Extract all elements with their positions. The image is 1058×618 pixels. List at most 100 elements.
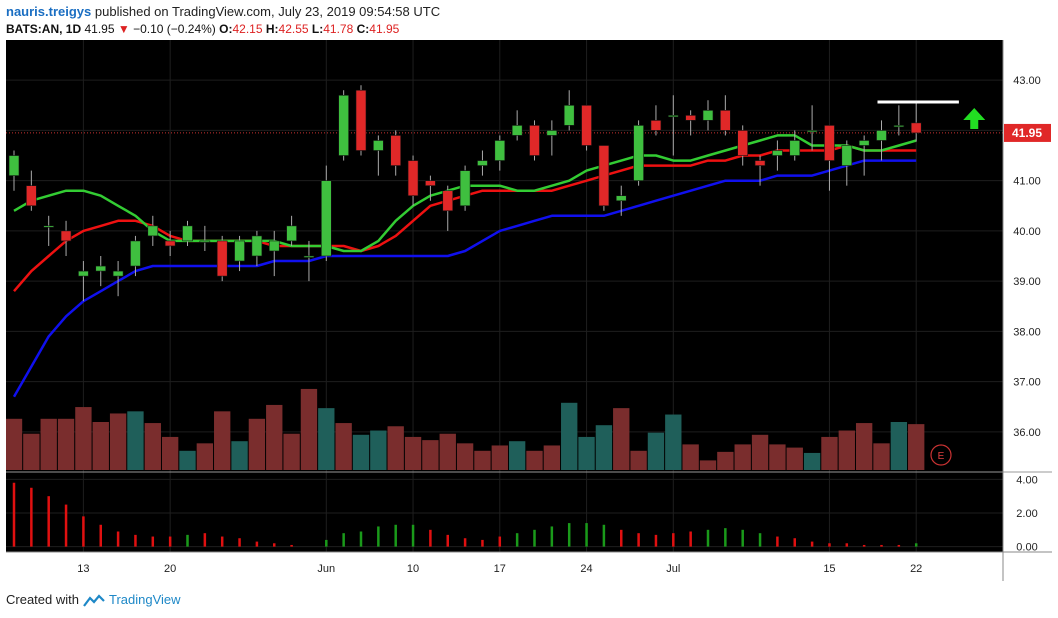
low-value: 41.78 (323, 22, 354, 36)
candle-body (425, 180, 436, 186)
volume-bar (75, 407, 92, 470)
volume-bar (474, 450, 491, 470)
ma-slow-line (12, 159, 917, 398)
volume-bar (248, 418, 266, 470)
candle-body (858, 140, 870, 146)
volume-bar (682, 444, 699, 470)
candle-body (772, 150, 783, 156)
oscillator-tick-label: 2.00 (1016, 508, 1037, 520)
time-tick-label: 13 (77, 563, 89, 575)
candle-body (893, 125, 905, 128)
volume-bar (231, 441, 248, 470)
candle-body (910, 122, 922, 134)
time-tick-label: 24 (580, 563, 592, 575)
volume-bar (352, 434, 370, 470)
volume-bar (23, 433, 40, 470)
candle-body (338, 94, 349, 156)
last-price-badge-label: 41.95 (1012, 126, 1042, 140)
volume-bar (734, 444, 751, 470)
tradingview-link[interactable]: TradingView (108, 592, 181, 607)
time-tick-label: Jul (666, 563, 680, 575)
volume-bar (109, 413, 127, 470)
candle-body (78, 270, 89, 277)
volume-bar (456, 443, 474, 470)
volume-bar (370, 430, 387, 470)
candle-body (26, 185, 37, 207)
candle-body (494, 140, 506, 161)
volume-bar (717, 451, 734, 470)
candle-body (407, 160, 419, 197)
volume-bar (699, 460, 717, 470)
time-tick-label: Jun (317, 563, 335, 575)
time-tick-label: 20 (164, 563, 176, 575)
volume-bar (838, 430, 855, 470)
candle-body (268, 240, 280, 252)
candle-body (303, 255, 315, 258)
candle-body (147, 225, 159, 237)
candle-body (737, 130, 749, 156)
volume-bar (595, 425, 613, 470)
volume-bar (266, 404, 283, 470)
candle-body (199, 240, 211, 243)
price-tick-label: 41.00 (1013, 176, 1041, 188)
volume-bar (578, 436, 595, 470)
volume-bar (769, 444, 786, 470)
candle-body (60, 230, 72, 242)
volume-bar (127, 411, 144, 470)
candle-body (390, 135, 402, 166)
candle-body (251, 235, 263, 257)
volume-bar (561, 402, 578, 470)
candle-body (563, 105, 575, 126)
symbol-info: BATS:AN, 1D 41.95 ▼ −0.10 (−0.24%) O:42.… (6, 22, 399, 36)
earnings-icon (930, 444, 952, 466)
volume-bar (751, 434, 769, 470)
volume-bar (214, 411, 231, 470)
candle-body (841, 145, 853, 166)
volume-bar (908, 424, 925, 470)
candle-body (43, 225, 55, 228)
close-value: 41.95 (369, 22, 400, 36)
time-tick-label: 15 (823, 563, 835, 575)
time-tick-label: 17 (494, 563, 506, 575)
candle-body (130, 240, 141, 267)
volume-bar (335, 423, 352, 470)
volume-bar (526, 450, 543, 470)
candle-body (442, 190, 454, 212)
price-tick-label: 43.00 (1013, 75, 1041, 87)
candle-body (598, 145, 610, 207)
volume-bar (821, 436, 838, 470)
low-label: L: (311, 22, 324, 36)
volume-bar (439, 433, 456, 470)
candle-body (581, 105, 592, 146)
volume-bar (613, 408, 630, 470)
volume-bar (179, 450, 196, 470)
volume-bar (283, 433, 300, 470)
price-chart[interactable]: 43.0042.0041.0040.0039.0038.0037.0036.00… (6, 40, 1052, 581)
candle-body (546, 130, 558, 136)
candle-body (459, 170, 471, 207)
price-tick-label: 38.00 (1013, 326, 1041, 338)
volume-bar (161, 436, 179, 470)
created-with-text: Created with (6, 592, 79, 607)
time-tick-label: 10 (407, 563, 419, 575)
candle-body (789, 140, 801, 156)
volume-bar (786, 447, 803, 470)
candle-body (320, 180, 332, 257)
high-label: H: (265, 22, 279, 36)
high-value: 42.55 (278, 22, 309, 36)
open-label: O: (219, 22, 233, 36)
candle-body (355, 89, 367, 151)
up-arrow-icon (963, 108, 986, 129)
plot-background (6, 40, 1003, 552)
volume-bar (630, 450, 647, 470)
author-link[interactable]: nauris.treigys (6, 4, 92, 19)
footer: Created with TradingView (6, 592, 181, 607)
price-tick-label: 40.00 (1013, 226, 1041, 238)
candle-body (824, 125, 835, 161)
candle-body (112, 270, 124, 277)
candle-body (164, 240, 176, 247)
candle-body (806, 130, 818, 133)
candle-body (216, 240, 228, 277)
candle-body (702, 110, 714, 121)
tradingview-logo-icon (83, 593, 105, 607)
